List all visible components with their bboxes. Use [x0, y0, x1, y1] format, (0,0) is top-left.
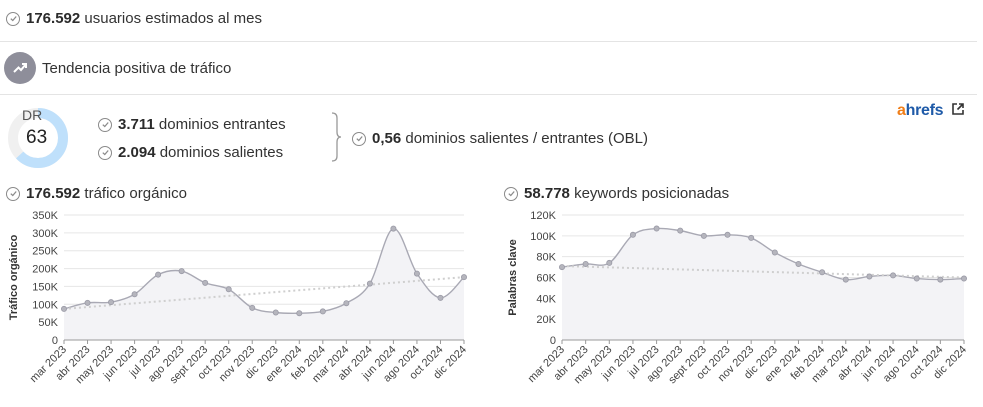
trend-line	[63, 276, 465, 310]
keywords-value: 58.778	[524, 185, 570, 202]
check-circle-icon	[6, 11, 20, 26]
data-point	[960, 275, 967, 282]
divider	[0, 41, 977, 42]
y-tick-label: 300K	[32, 228, 58, 240]
data-point	[629, 231, 636, 238]
brace-icon	[331, 112, 342, 162]
y-tick-label: 40K	[536, 293, 556, 305]
y-tick-label: 0	[52, 335, 58, 347]
dr-label: DR	[22, 107, 43, 123]
data-point	[296, 310, 303, 317]
traffic-value: 176.592	[26, 185, 81, 202]
traffic-chart: 0 50K 100K 150K 200K 250K 300K 350K Tráfico orgá…	[8, 210, 469, 386]
inbound-row: 3.711 dominios entrantes	[98, 116, 338, 133]
trend-line	[561, 265, 965, 279]
data-point	[390, 225, 397, 232]
data-point	[582, 260, 589, 267]
y-tick-label: 250K	[32, 246, 58, 258]
data-point	[319, 308, 326, 315]
outbound-row: 2.094 dominios salientes	[98, 144, 338, 161]
data-point	[866, 273, 873, 280]
users-row: 176.592 usuarios estimados al mes	[0, 10, 977, 27]
y-tick-label: 120K	[530, 210, 556, 222]
obl-value: 0,56	[372, 130, 402, 147]
y-tick-label: 80K	[536, 252, 556, 264]
data-point	[272, 309, 279, 316]
data-point	[795, 260, 802, 267]
keywords-label: keywords posicionadas	[574, 185, 730, 202]
data-point	[724, 231, 731, 238]
brand-rest: hrefs	[905, 102, 944, 119]
data-point	[413, 270, 420, 277]
inbound-label: dominios entrantes	[158, 116, 286, 133]
obl-label: dominios salientes / entrantes (OBL)	[405, 130, 648, 147]
y-axis-label: Tráfico orgánico	[8, 234, 20, 320]
divider	[0, 94, 977, 95]
dr-ring	[8, 108, 68, 168]
y-tick-label: 200K	[32, 264, 58, 276]
series-area	[64, 228, 464, 340]
data-point	[677, 227, 684, 234]
data-point	[366, 280, 373, 287]
check-circle-icon	[6, 186, 20, 201]
data-point	[108, 299, 115, 306]
data-point	[653, 225, 660, 232]
data-point	[202, 279, 209, 286]
series-area	[562, 228, 964, 340]
data-point	[748, 234, 755, 241]
external-link-icon	[952, 103, 965, 115]
traffic-header: 176.592 tráfico orgánico	[6, 185, 306, 202]
check-circle-icon	[352, 131, 366, 146]
data-point	[84, 299, 91, 306]
data-point	[606, 259, 613, 266]
data-point	[842, 276, 849, 283]
data-point	[700, 232, 707, 239]
data-point	[225, 286, 232, 293]
trend-label: Tendencia positiva de tráfico	[42, 59, 232, 77]
y-tick-label: 150K	[32, 281, 58, 293]
data-point	[559, 264, 566, 271]
y-tick-label: 350K	[32, 210, 58, 222]
data-point	[343, 300, 350, 307]
outbound-value: 2.094	[118, 144, 156, 161]
data-point	[819, 269, 826, 276]
dr-value: 63	[26, 127, 48, 148]
ahrefs-link[interactable]: ahrefs	[897, 102, 965, 120]
trend-up-icon	[4, 52, 36, 84]
y-tick-label: 0	[550, 335, 556, 347]
traffic-label: tráfico orgánico	[84, 185, 187, 202]
users-label: usuarios estimados al mes	[84, 10, 262, 27]
users-value: 176.592	[26, 10, 81, 27]
data-point	[913, 275, 920, 282]
data-point	[771, 249, 778, 256]
y-tick-label: 50K	[38, 317, 58, 329]
y-tick-label: 60K	[536, 273, 556, 285]
data-point	[178, 268, 185, 275]
check-circle-icon	[504, 186, 518, 201]
data-point	[437, 294, 444, 301]
keywords-header: 58.778 keywords posicionadas	[504, 185, 804, 202]
data-point	[937, 276, 944, 283]
y-tick-label: 100K	[32, 299, 58, 311]
data-point	[890, 272, 897, 279]
trend-row: Tendencia positiva de tráfico	[0, 52, 977, 84]
y-tick-label: 20K	[536, 314, 556, 326]
obl-row: 0,56 dominios salientes / entrantes (OBL…	[352, 130, 672, 147]
data-point	[155, 271, 162, 278]
check-circle-icon	[98, 117, 112, 132]
data-point	[131, 291, 138, 298]
inbound-value: 3.711	[118, 116, 155, 133]
data-point	[249, 304, 256, 311]
y-axis-label: Palabras clave	[507, 239, 519, 315]
brand-a: a	[897, 102, 906, 119]
dr-gauge	[8, 108, 68, 168]
check-circle-icon	[98, 145, 112, 160]
data-point	[460, 274, 467, 281]
y-tick-label: 100K	[530, 231, 556, 243]
data-point	[61, 305, 68, 312]
outbound-label: dominios salientes	[159, 144, 284, 161]
